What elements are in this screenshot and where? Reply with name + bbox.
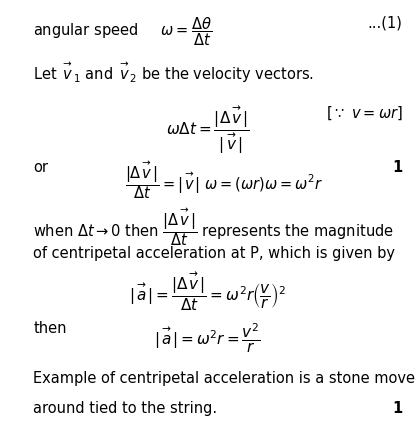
Text: $[\because\ v = \omega r]$: $[\because\ v = \omega r]$ [326,105,403,122]
Text: or: or [33,160,48,175]
Text: then: then [33,321,67,336]
Text: Let $\overset{\to}{v}_1$ and $\overset{\to}{v}_2$ be the velocity vectors.: Let $\overset{\to}{v}_1$ and $\overset{\… [33,61,314,85]
Text: when $\Delta t \to 0$ then $\dfrac{|\Delta\overset{\to}{v}|}{\Delta t}$ represen: when $\Delta t \to 0$ then $\dfrac{|\Del… [33,206,394,248]
Text: $\omega\Delta t = \dfrac{|\Delta\overset{\to}{v}|}{|\overset{\to}{v}|}$: $\omega\Delta t = \dfrac{|\Delta\overset… [166,105,249,157]
Text: Example of centripetal acceleration is a stone moved: Example of centripetal acceleration is a… [33,371,415,386]
Text: $|\overset{\to}{a}| = \omega^2 r = \dfrac{v^2}{r}$: $|\overset{\to}{a}| = \omega^2 r = \dfra… [154,321,261,355]
Text: 1: 1 [392,401,403,416]
Text: 1: 1 [392,160,403,175]
Text: $\dfrac{|\Delta\overset{\to}{v}|}{\Delta t} = |\overset{\to}{v}|\ \omega = (\ome: $\dfrac{|\Delta\overset{\to}{v}|}{\Delta… [125,159,323,201]
Text: $|\overset{\to}{a}| = \dfrac{|\Delta\overset{\to}{v}|}{\Delta t} = \omega^2 r\le: $|\overset{\to}{a}| = \dfrac{|\Delta\ove… [129,270,286,313]
Text: of centripetal acceleration at P, which is given by: of centripetal acceleration at P, which … [33,246,395,261]
Text: angular speed     $\omega = \dfrac{\Delta\theta}{\Delta t}$: angular speed $\omega = \dfrac{\Delta\th… [33,15,212,48]
Text: around tied to the string.: around tied to the string. [33,401,217,416]
Text: ...(1): ...(1) [368,15,403,30]
